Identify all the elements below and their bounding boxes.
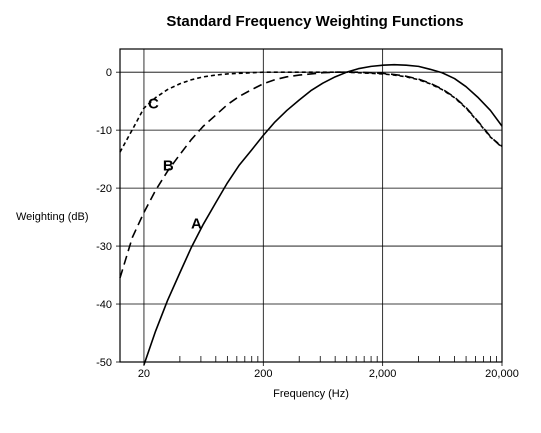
y-tick-label: -10 [96,125,112,137]
y-tick-label: -20 [96,183,112,195]
minor-tick-layer [179,356,497,362]
curve-label-c: C [148,96,159,113]
y-tick-label: -50 [96,357,112,369]
curve-label-a: A [191,216,202,233]
x-axis-label: Frequency (Hz) [273,388,349,400]
x-tick-label: 20 [138,368,150,380]
series-b-line [119,71,503,279]
y-tick-labels: 0 -10 -20 -30 -40 -50 [96,67,120,369]
x-tick-label: 200 [254,368,272,380]
x-tick-label: 2,000 [369,368,397,380]
grid-layer [120,49,502,362]
y-tick-label: -30 [96,241,112,253]
y-tick-label: -40 [96,299,112,311]
series-c-line [119,71,503,153]
curve-label-layer: A B C [148,96,202,233]
y-axis-label: Weighting (dB) [16,211,89,223]
x-tick-labels: 20 200 2,000 20,000 [138,362,519,380]
series-a-line [143,63,503,366]
series-layer [119,63,503,366]
plot-frame [119,48,503,363]
chart-title: Standard Frequency Weighting Functions [166,13,463,30]
x-tick-label: 20,000 [485,368,519,380]
y-tick-label: 0 [106,67,112,79]
curve-label-b: B [163,158,174,175]
